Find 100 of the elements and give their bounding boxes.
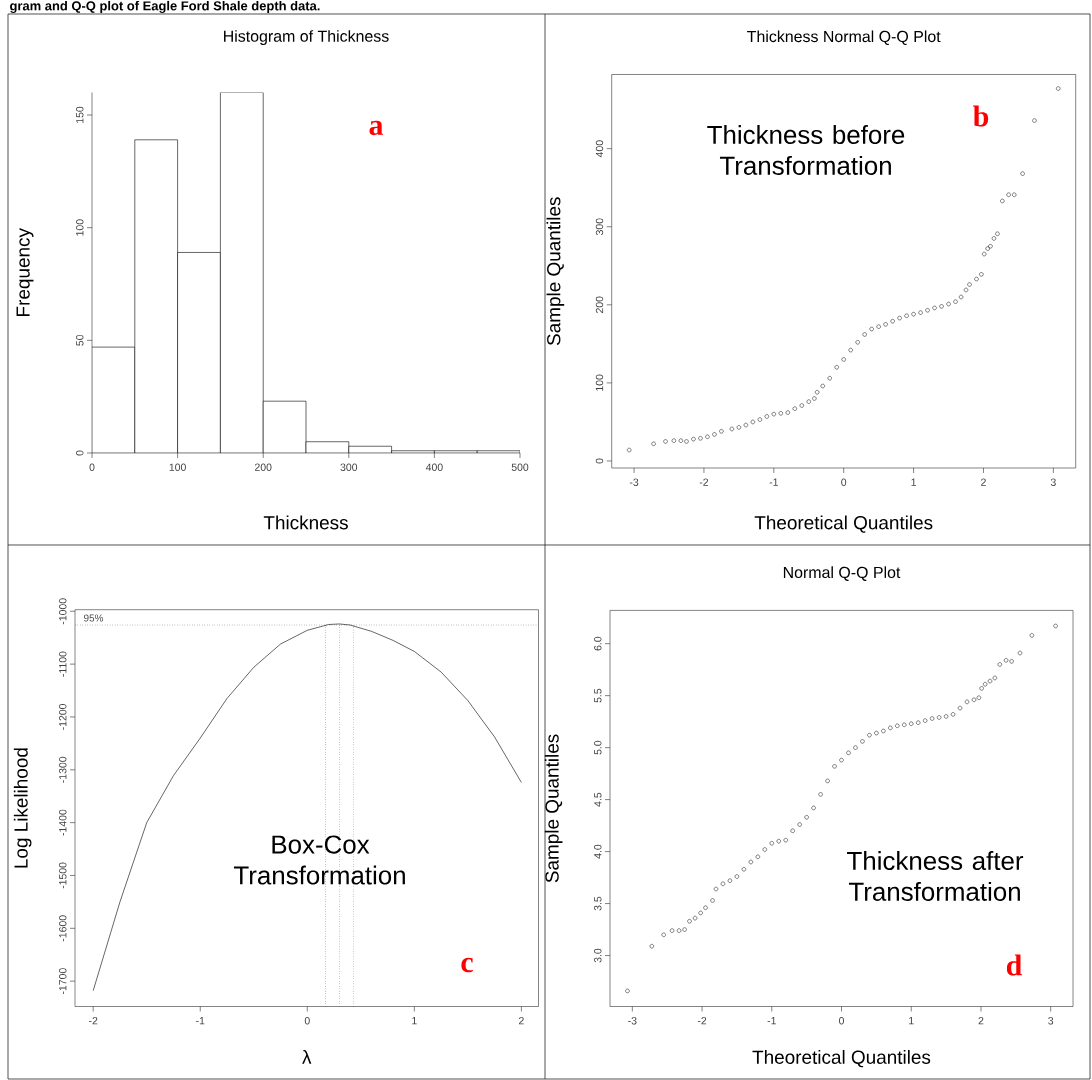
x-tick-label: 0 xyxy=(89,463,95,471)
point xyxy=(741,867,747,872)
y-tick-label: 0 xyxy=(595,458,604,464)
point xyxy=(1029,633,1035,638)
x-axis-title: Theoretical Quantiles xyxy=(752,1050,931,1068)
x-tick-label: 300 xyxy=(340,463,358,471)
point xyxy=(950,712,956,717)
y-tick-label: -1300 xyxy=(59,756,67,783)
point xyxy=(839,757,844,763)
point xyxy=(923,718,928,723)
point xyxy=(930,716,935,721)
x-tick-label: 1 xyxy=(911,478,916,486)
point xyxy=(832,764,837,769)
point xyxy=(710,898,715,903)
point xyxy=(804,815,809,820)
annotation: 95% xyxy=(83,614,104,622)
annotation: Thickness before Transformation xyxy=(707,125,905,175)
point xyxy=(902,722,907,727)
point xyxy=(983,682,988,687)
y-tick-label: -1200 xyxy=(59,703,67,730)
point xyxy=(909,721,914,726)
point xyxy=(987,678,993,684)
x-tick-label: 2 xyxy=(978,1017,984,1025)
x-tick-label: 3 xyxy=(1048,1017,1054,1025)
point xyxy=(936,715,942,720)
point xyxy=(997,662,1002,667)
chart-title: Normal Q-Q Plot xyxy=(783,566,901,581)
point xyxy=(992,675,998,681)
annotation: Thickness after Transformation xyxy=(847,851,1024,901)
y-tick-label: 100 xyxy=(76,219,84,236)
point xyxy=(692,915,698,921)
y-tick-label: -1000 xyxy=(59,598,67,625)
point xyxy=(971,697,977,702)
y-tick-label: 5.0 xyxy=(594,740,602,755)
point xyxy=(720,881,726,886)
point xyxy=(1003,658,1009,663)
y-tick-label: 400 xyxy=(595,140,604,158)
point xyxy=(916,720,921,725)
x-tick-label: -1 xyxy=(767,1017,776,1025)
y-tick-label: 0 xyxy=(76,450,84,456)
point xyxy=(846,750,851,755)
point xyxy=(703,905,708,910)
x-tick-label: 200 xyxy=(255,463,272,471)
x-tick-label: 100 xyxy=(169,463,186,471)
point xyxy=(649,944,654,949)
point xyxy=(867,733,872,738)
point xyxy=(1017,650,1023,656)
point xyxy=(811,805,816,811)
x-tick-label: -1 xyxy=(196,1017,205,1025)
x-tick-label: -2 xyxy=(699,478,709,486)
point xyxy=(825,778,830,784)
x-tick-label: 0 xyxy=(841,478,847,486)
point xyxy=(625,988,630,994)
point xyxy=(669,928,675,933)
y-tick-label: -1400 xyxy=(59,809,67,836)
x-tick-label: 2 xyxy=(519,1017,524,1025)
x-tick-label: 3 xyxy=(1050,478,1056,486)
x-tick-label: 1 xyxy=(909,1017,914,1025)
y-tick-label: 3.5 xyxy=(594,896,602,911)
x-tick-label: 400 xyxy=(425,463,443,471)
chart-title: Histogram of Thickness xyxy=(224,30,389,45)
x-tick-label: 2 xyxy=(981,478,986,486)
point xyxy=(881,728,886,734)
y-tick-label: 150 xyxy=(76,106,84,123)
point xyxy=(874,730,879,736)
point xyxy=(888,725,893,731)
point xyxy=(727,878,733,883)
point xyxy=(1053,623,1058,629)
point xyxy=(783,838,788,843)
x-tick-label: -2 xyxy=(89,1017,98,1025)
point xyxy=(698,910,703,916)
point xyxy=(769,841,774,846)
point xyxy=(776,839,781,844)
y-tick-label: 300 xyxy=(595,218,604,236)
annotation: d xyxy=(1006,954,1022,976)
x-tick-label: 500 xyxy=(511,463,529,471)
x-tick-label: -2 xyxy=(697,1017,707,1025)
point xyxy=(676,928,682,933)
x-tick-label: -3 xyxy=(628,1017,637,1025)
x-tick-label: -1 xyxy=(769,478,778,486)
point xyxy=(860,739,865,744)
point xyxy=(1009,659,1014,664)
y-tick-label: 5.5 xyxy=(594,688,602,703)
annotation: Box-Cox Transformation xyxy=(233,835,405,885)
y-tick-label: 3.0 xyxy=(594,948,602,963)
x-axis-title: Theoretical Quantiles xyxy=(754,515,933,533)
x-tick-label: 0 xyxy=(304,1017,310,1025)
point xyxy=(755,854,760,859)
x-tick-label: 0 xyxy=(839,1017,845,1025)
y-tick-label: 4.5 xyxy=(594,792,602,807)
y-axis-title: Frequency xyxy=(16,228,34,316)
y-tick-label: 200 xyxy=(595,296,604,314)
point xyxy=(957,705,963,711)
y-axis-title: Log Likelihood xyxy=(13,748,32,868)
point xyxy=(734,874,740,879)
y-tick-label: 6.0 xyxy=(594,636,602,651)
point xyxy=(818,792,823,797)
x-axis-title: Thickness xyxy=(263,515,348,530)
y-tick-label: 4.0 xyxy=(594,844,602,859)
point xyxy=(687,919,692,924)
